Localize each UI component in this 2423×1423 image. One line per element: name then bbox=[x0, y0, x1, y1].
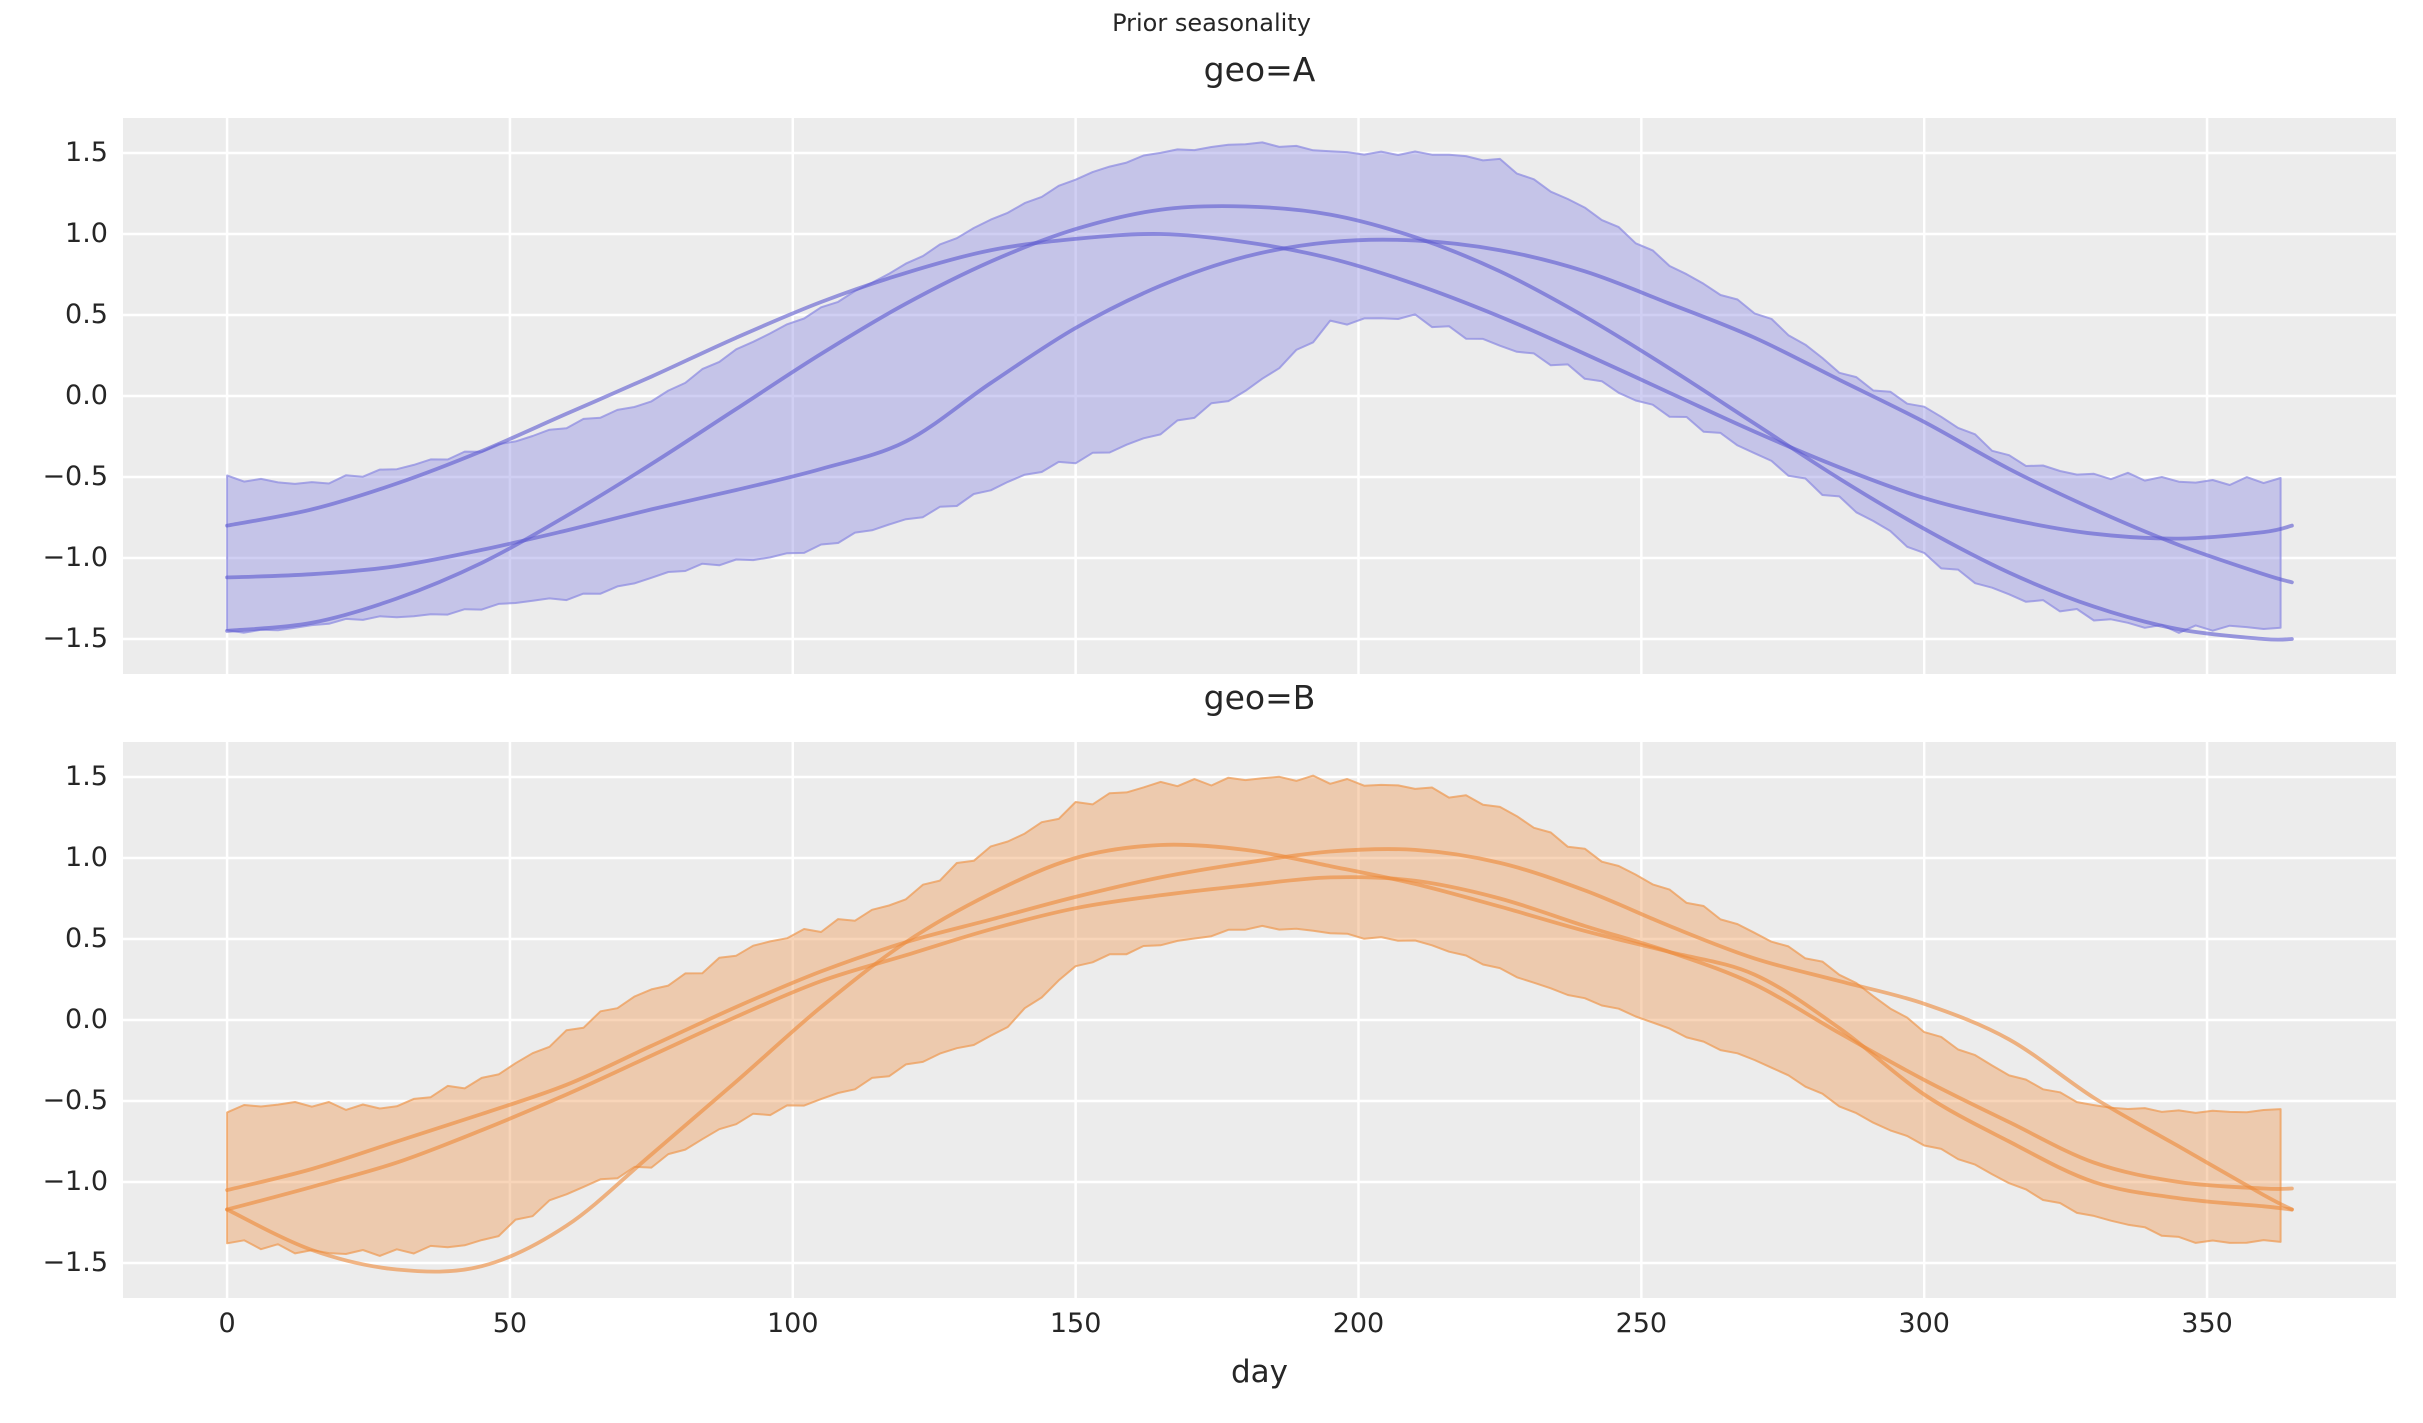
panel-geo-b-axes bbox=[123, 742, 2396, 1298]
y-tick-label: 1.5 bbox=[65, 136, 108, 168]
y-tick-label: −0.5 bbox=[42, 1085, 108, 1116]
x-tick-label: 350 bbox=[2181, 1308, 2233, 1339]
panel-title-geo-a: geo=A bbox=[1203, 50, 1316, 89]
prior-uncertainty-band bbox=[226, 141, 2282, 634]
y-tick-label: 0.5 bbox=[65, 922, 108, 954]
prior-sample-curve bbox=[225, 842, 2294, 1274]
y-tick-label: 0.5 bbox=[65, 298, 108, 330]
x-tick-label: 0 bbox=[218, 1308, 236, 1339]
y-tick-label: −1.5 bbox=[42, 1247, 108, 1278]
y-tick-label: −1.5 bbox=[42, 623, 108, 654]
prior-sample-curve bbox=[225, 875, 2294, 1212]
x-tick-label: 250 bbox=[1615, 1308, 1668, 1339]
panel-geo-b-ytick-labels: 1.5 1.0 0.5 0.0 −0.5 −1.0 −1.5 bbox=[0, 742, 108, 1298]
prior-sample-curve bbox=[225, 204, 2294, 642]
panel-title-geo-b: geo=B bbox=[1203, 678, 1316, 717]
prior-sample-curve bbox=[225, 237, 2294, 585]
y-tick-label: 0.0 bbox=[65, 380, 108, 411]
y-tick-label: 1.0 bbox=[65, 217, 108, 249]
y-tick-label: 1.0 bbox=[65, 841, 108, 873]
panel-geo-a-ytick-labels: 1.5 1.0 0.5 0.0 −0.5 −1.0 −1.5 bbox=[0, 118, 108, 674]
x-axis-label: day bbox=[1230, 1354, 1289, 1390]
y-tick-label: 0.0 bbox=[65, 1004, 108, 1035]
x-tick-label: 50 bbox=[492, 1308, 528, 1339]
x-axis-tick-labels: 0 50 100 150 200 250 300 350 bbox=[0, 1306, 2423, 1342]
x-tick-label: 100 bbox=[767, 1308, 819, 1339]
x-tick-label: 150 bbox=[1049, 1308, 1102, 1339]
panel-geo-a-plot bbox=[123, 118, 2396, 674]
prior-uncertainty-band bbox=[226, 774, 2282, 1257]
y-tick-label: −1.0 bbox=[42, 542, 108, 573]
x-tick-label: 200 bbox=[1332, 1308, 1385, 1339]
y-tick-label: −1.0 bbox=[42, 1166, 108, 1197]
panel-geo-b-plot bbox=[123, 742, 2396, 1298]
y-tick-label: 1.5 bbox=[65, 760, 108, 792]
y-tick-label: −0.5 bbox=[42, 461, 108, 492]
figure-title: Prior seasonality bbox=[1112, 9, 1311, 37]
x-tick-label: 300 bbox=[1898, 1308, 1950, 1339]
panel-geo-a-axes bbox=[123, 118, 2396, 674]
